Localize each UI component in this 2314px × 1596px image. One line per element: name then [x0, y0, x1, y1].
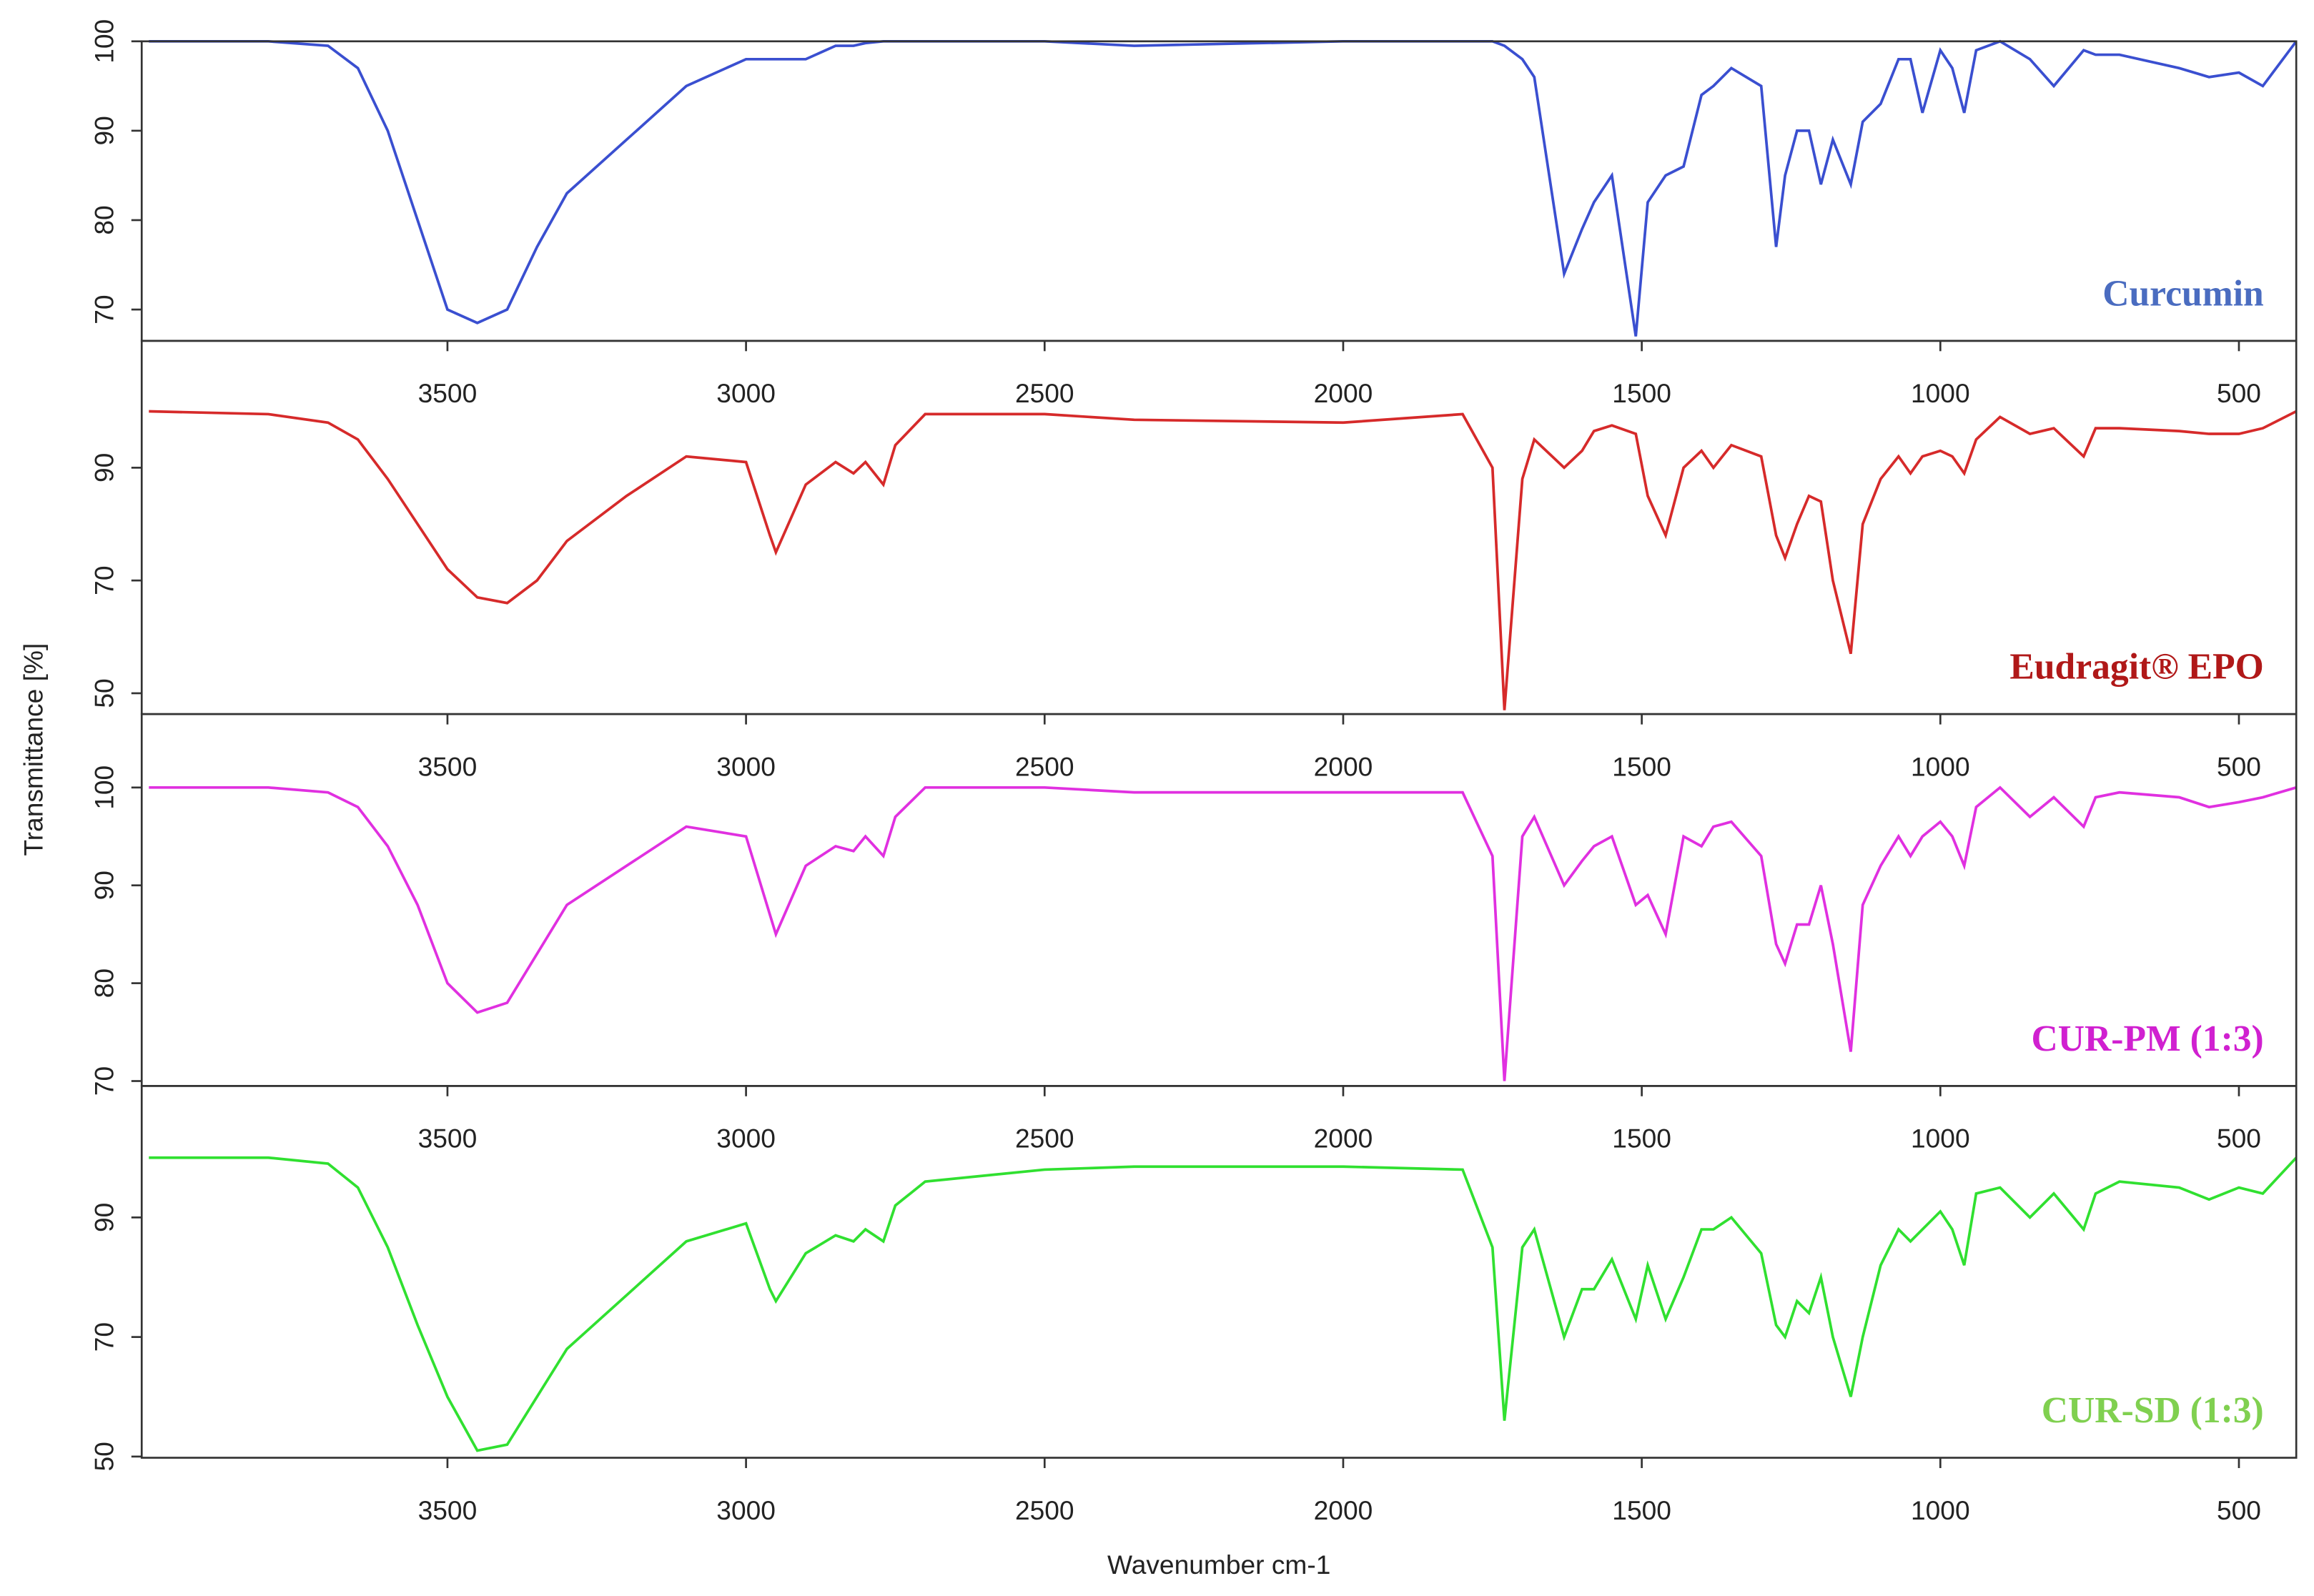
y-tick-label: 90 [89, 453, 119, 482]
x-tick-label: 2000 [1314, 378, 1373, 408]
x-tick-label: 3000 [716, 1495, 776, 1525]
x-tick-label: 3000 [716, 1124, 776, 1154]
x-tick-label: 3500 [418, 1124, 478, 1154]
x-tick-label: 1500 [1612, 1495, 1671, 1525]
x-tick-label: 500 [2217, 751, 2261, 781]
series-label: CUR-PM (1:3) [2032, 1018, 2264, 1059]
y-tick-label: 70 [89, 294, 119, 324]
series-label: Eudragit® EPO [2009, 647, 2263, 688]
x-axis-title: Wavenumber cm-1 [1107, 1550, 1330, 1580]
x-tick-label: 1000 [1911, 378, 1970, 408]
y-tick-label: 90 [89, 1203, 119, 1232]
series-label: Curcumin [2102, 273, 2264, 314]
x-tick-label: 1000 [1911, 1495, 1970, 1525]
x-tick-label: 2500 [1015, 1495, 1074, 1525]
x-tick-label: 3000 [716, 751, 776, 781]
x-tick-label: 3000 [716, 378, 776, 408]
y-tick-label: 80 [89, 968, 119, 998]
x-tick-label: 1000 [1911, 751, 1970, 781]
x-tick-label: 2500 [1015, 1124, 1074, 1154]
x-tick-label: 1500 [1612, 751, 1671, 781]
x-tick-label: 2000 [1314, 751, 1373, 781]
panel-frame [140, 40, 2298, 342]
y-axis-title: Transmittance [%] [18, 643, 48, 856]
y-tick-label: 50 [89, 678, 119, 708]
x-tick-label: 2500 [1015, 378, 1074, 408]
panel-frame [140, 1085, 2298, 1459]
y-tick-label: 70 [89, 1322, 119, 1352]
x-tick-label: 1500 [1612, 378, 1671, 408]
x-tick-label: 500 [2217, 1495, 2261, 1525]
spectrum-line [149, 1156, 2298, 1452]
y-tick-label: 100 [89, 765, 119, 810]
spectrum-line [149, 785, 2297, 1081]
spectrum-line [149, 39, 2298, 337]
x-tick-label: 1500 [1612, 1124, 1671, 1154]
x-tick-label: 3500 [418, 751, 478, 781]
y-tick-label: 70 [89, 1066, 119, 1096]
x-tick-label: 2000 [1314, 1124, 1373, 1154]
x-tick-label: 3500 [418, 378, 478, 408]
x-tick-label: 500 [2217, 1124, 2261, 1154]
x-tick-label: 500 [2217, 378, 2261, 408]
y-tick-label: 50 [89, 1442, 119, 1471]
x-tick-label: 3500 [418, 1495, 478, 1525]
y-tick-label: 90 [89, 871, 119, 900]
x-tick-label: 2000 [1314, 1495, 1373, 1525]
y-tick-label: 70 [89, 566, 119, 595]
x-tick-label: 1000 [1911, 1124, 1970, 1154]
y-tick-label: 90 [89, 116, 119, 145]
x-tick-label: 2500 [1015, 751, 1074, 781]
y-tick-label: 100 [89, 19, 119, 64]
y-tick-label: 80 [89, 205, 119, 234]
series-label: CUR-SD (1:3) [2042, 1390, 2264, 1431]
spectrum-line [149, 410, 2298, 710]
